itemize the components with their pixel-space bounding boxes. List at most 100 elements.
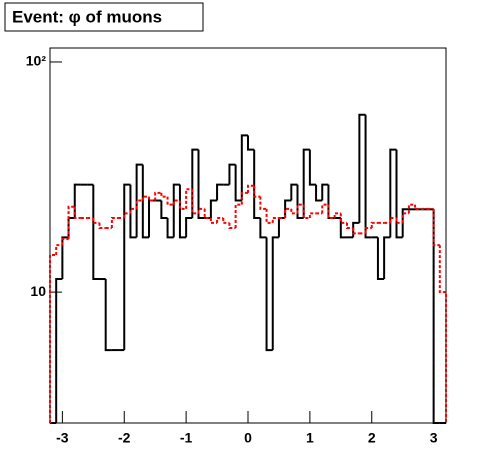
histogram-step: [395, 217, 403, 224]
histogram-step: [123, 183, 131, 351]
histogram-step: [302, 148, 310, 218]
histogram-step: [104, 279, 112, 352]
title-box: [4, 2, 204, 32]
histogram-step: [135, 163, 143, 238]
histogram-step: [185, 216, 193, 238]
histogram-step: [432, 209, 440, 424]
histogram-step: [290, 183, 298, 201]
histogram-step: [259, 217, 267, 239]
histogram-step: [141, 164, 149, 239]
y-tick-label: 10: [30, 283, 46, 299]
histogram-step: [61, 236, 69, 280]
x-tick-label: 2: [368, 430, 376, 446]
histogram-step: [259, 196, 267, 210]
histogram-step: [296, 203, 304, 214]
histogram-step: [160, 192, 168, 198]
histogram-step: [166, 217, 174, 239]
histogram-step: [222, 217, 230, 224]
histogram-step: [216, 183, 224, 201]
histogram-step: [228, 222, 236, 229]
histogram-step: [308, 149, 317, 186]
histogram-step: [129, 184, 137, 239]
histogram-step: [253, 149, 261, 219]
histogram-step: [160, 200, 168, 219]
histogram-step: [154, 191, 162, 201]
histogram-step: [92, 217, 100, 224]
histogram-step: [178, 200, 187, 210]
histogram-step: [376, 237, 385, 281]
histogram-step: [148, 199, 156, 238]
histogram-step: [209, 217, 218, 224]
histogram-step: [61, 238, 69, 246]
histogram-step: [364, 114, 372, 239]
histogram-step: [346, 222, 354, 229]
histogram-step: [271, 216, 279, 223]
histogram-step: [129, 207, 137, 214]
histogram-step: [364, 226, 372, 234]
histogram-step: [49, 253, 57, 423]
histogram-step: [327, 204, 335, 219]
histogram-step: [55, 278, 63, 423]
x-tick-label: -1: [180, 430, 193, 446]
histogram-step: [296, 184, 304, 219]
histogram-step: [339, 217, 347, 239]
histogram-step: [315, 184, 323, 202]
histogram-step: [228, 163, 236, 185]
histogram-step: [185, 188, 193, 209]
y-tick-label: 10²: [26, 53, 47, 69]
histogram-step: [265, 237, 273, 352]
histogram-step: [253, 185, 261, 198]
histogram-step: [172, 199, 180, 205]
x-tick-label: -3: [56, 430, 69, 446]
histogram-step: [290, 208, 298, 215]
histogram-step: [438, 245, 447, 423]
histogram-step: [67, 205, 75, 240]
histogram-step: [197, 149, 205, 219]
histogram-step: [352, 227, 360, 235]
histogram-step: [407, 203, 416, 214]
histogram-step: [166, 196, 174, 206]
histogram-step: [234, 203, 242, 228]
histogram-step: [277, 216, 286, 238]
plot-frame: [49, 47, 447, 424]
histogram-step: [92, 184, 100, 281]
histogram-step: [308, 212, 317, 218]
histogram-step: [197, 207, 205, 214]
histogram-step: [389, 216, 397, 223]
x-tick-label: 0: [244, 430, 252, 446]
histogram-step: [123, 212, 131, 218]
histogram-step: [327, 184, 335, 219]
histogram-step: [234, 164, 242, 202]
histogram-step: [141, 195, 149, 201]
histogram-step: [98, 222, 106, 229]
histogram-step: [240, 191, 248, 205]
histogram-step: [148, 196, 156, 202]
histogram-step: [110, 216, 119, 228]
histogram-step: [172, 183, 180, 238]
histogram-step: [414, 204, 422, 210]
x-tick-label: 1: [306, 430, 314, 446]
histogram-step: [333, 212, 341, 218]
histogram-step: [247, 184, 255, 193]
histogram-step: [216, 216, 224, 223]
histogram-step: [321, 183, 329, 201]
histogram-step: [389, 148, 397, 238]
histogram-step: [370, 221, 378, 228]
histogram-step: [247, 135, 255, 151]
histogram-step: [135, 199, 143, 209]
histogram-step: [209, 199, 218, 218]
chart-title: Event: φ of muons: [12, 7, 162, 26]
x-tick-label: -2: [118, 430, 131, 446]
histogram-step: [401, 208, 409, 238]
histogram-step: [302, 204, 310, 219]
histogram-step: [432, 208, 440, 247]
histogram-step: [358, 113, 366, 223]
histogram-step: [271, 236, 279, 351]
histogram-step: [383, 236, 391, 280]
histogram-step: [73, 206, 81, 219]
histogram-step: [240, 134, 248, 201]
x-tick-label: 3: [430, 430, 438, 446]
histogram-step: [321, 203, 329, 214]
histogram-step: [395, 149, 403, 239]
